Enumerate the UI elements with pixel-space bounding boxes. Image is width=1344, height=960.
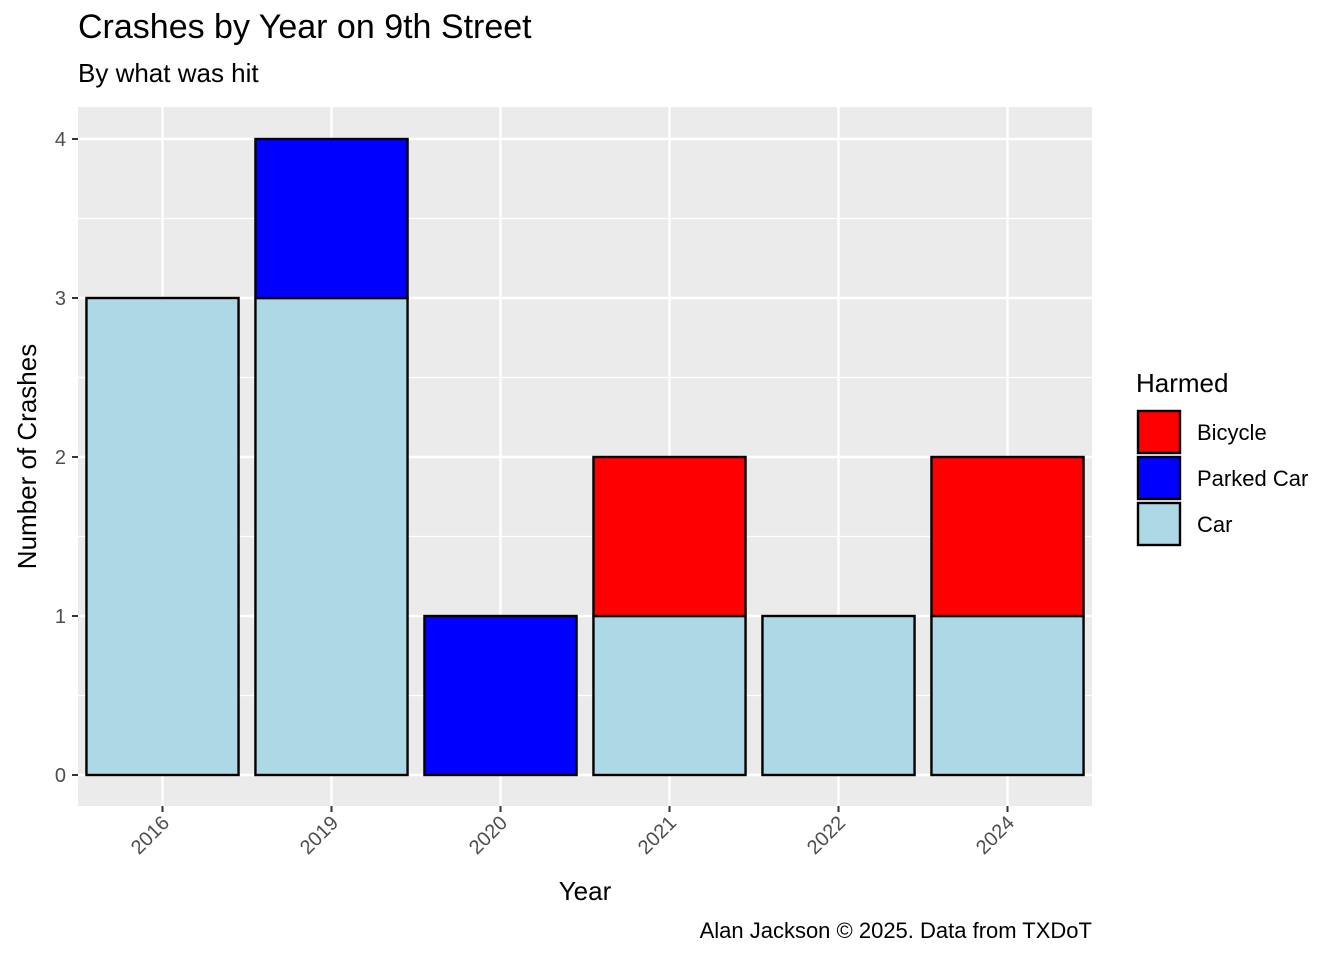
bar-2019-parked-car <box>254 137 409 300</box>
bar-2024-car <box>930 614 1085 777</box>
chart-caption: Alan Jackson © 2025. Data from TXDoT <box>699 918 1092 943</box>
y-axis-title: Number of Crashes <box>12 344 42 569</box>
y-tick-label: 3 <box>55 288 66 310</box>
legend-title: Harmed <box>1136 368 1228 398</box>
bar-2022-car <box>761 614 916 777</box>
legend-key-parked-car <box>1136 455 1182 501</box>
bar-2024-bicycle <box>930 455 1085 618</box>
legend-key-bicycle <box>1136 409 1182 455</box>
x-tick-label: 2021 <box>634 812 681 859</box>
bar-2016-car <box>85 296 240 777</box>
legend-key-car <box>1136 501 1182 547</box>
x-tick-label: 2022 <box>803 812 850 859</box>
bar-2021-bicycle <box>592 455 747 618</box>
y-tick-label: 1 <box>55 606 66 628</box>
x-tick-label: 2024 <box>972 812 1019 859</box>
x-tick-label: 2020 <box>465 812 512 859</box>
legend-label: Bicycle <box>1197 420 1267 445</box>
x-tick-label: 2019 <box>296 812 343 859</box>
legend-label: Parked Car <box>1197 466 1308 491</box>
y-tick-label: 2 <box>55 447 66 469</box>
chart-title: Crashes by Year on 9th Street <box>78 8 532 46</box>
bar-2019-car <box>254 296 409 777</box>
legend-label: Car <box>1197 512 1232 537</box>
x-axis-title: Year <box>559 876 612 906</box>
x-tick-label: 2016 <box>127 812 174 859</box>
bar-2021-car <box>592 614 747 777</box>
chart-subtitle: By what was hit <box>78 58 259 88</box>
y-tick-label: 4 <box>55 129 66 151</box>
y-tick-label: 0 <box>55 765 66 787</box>
bar-2020-parked-car <box>423 614 578 777</box>
